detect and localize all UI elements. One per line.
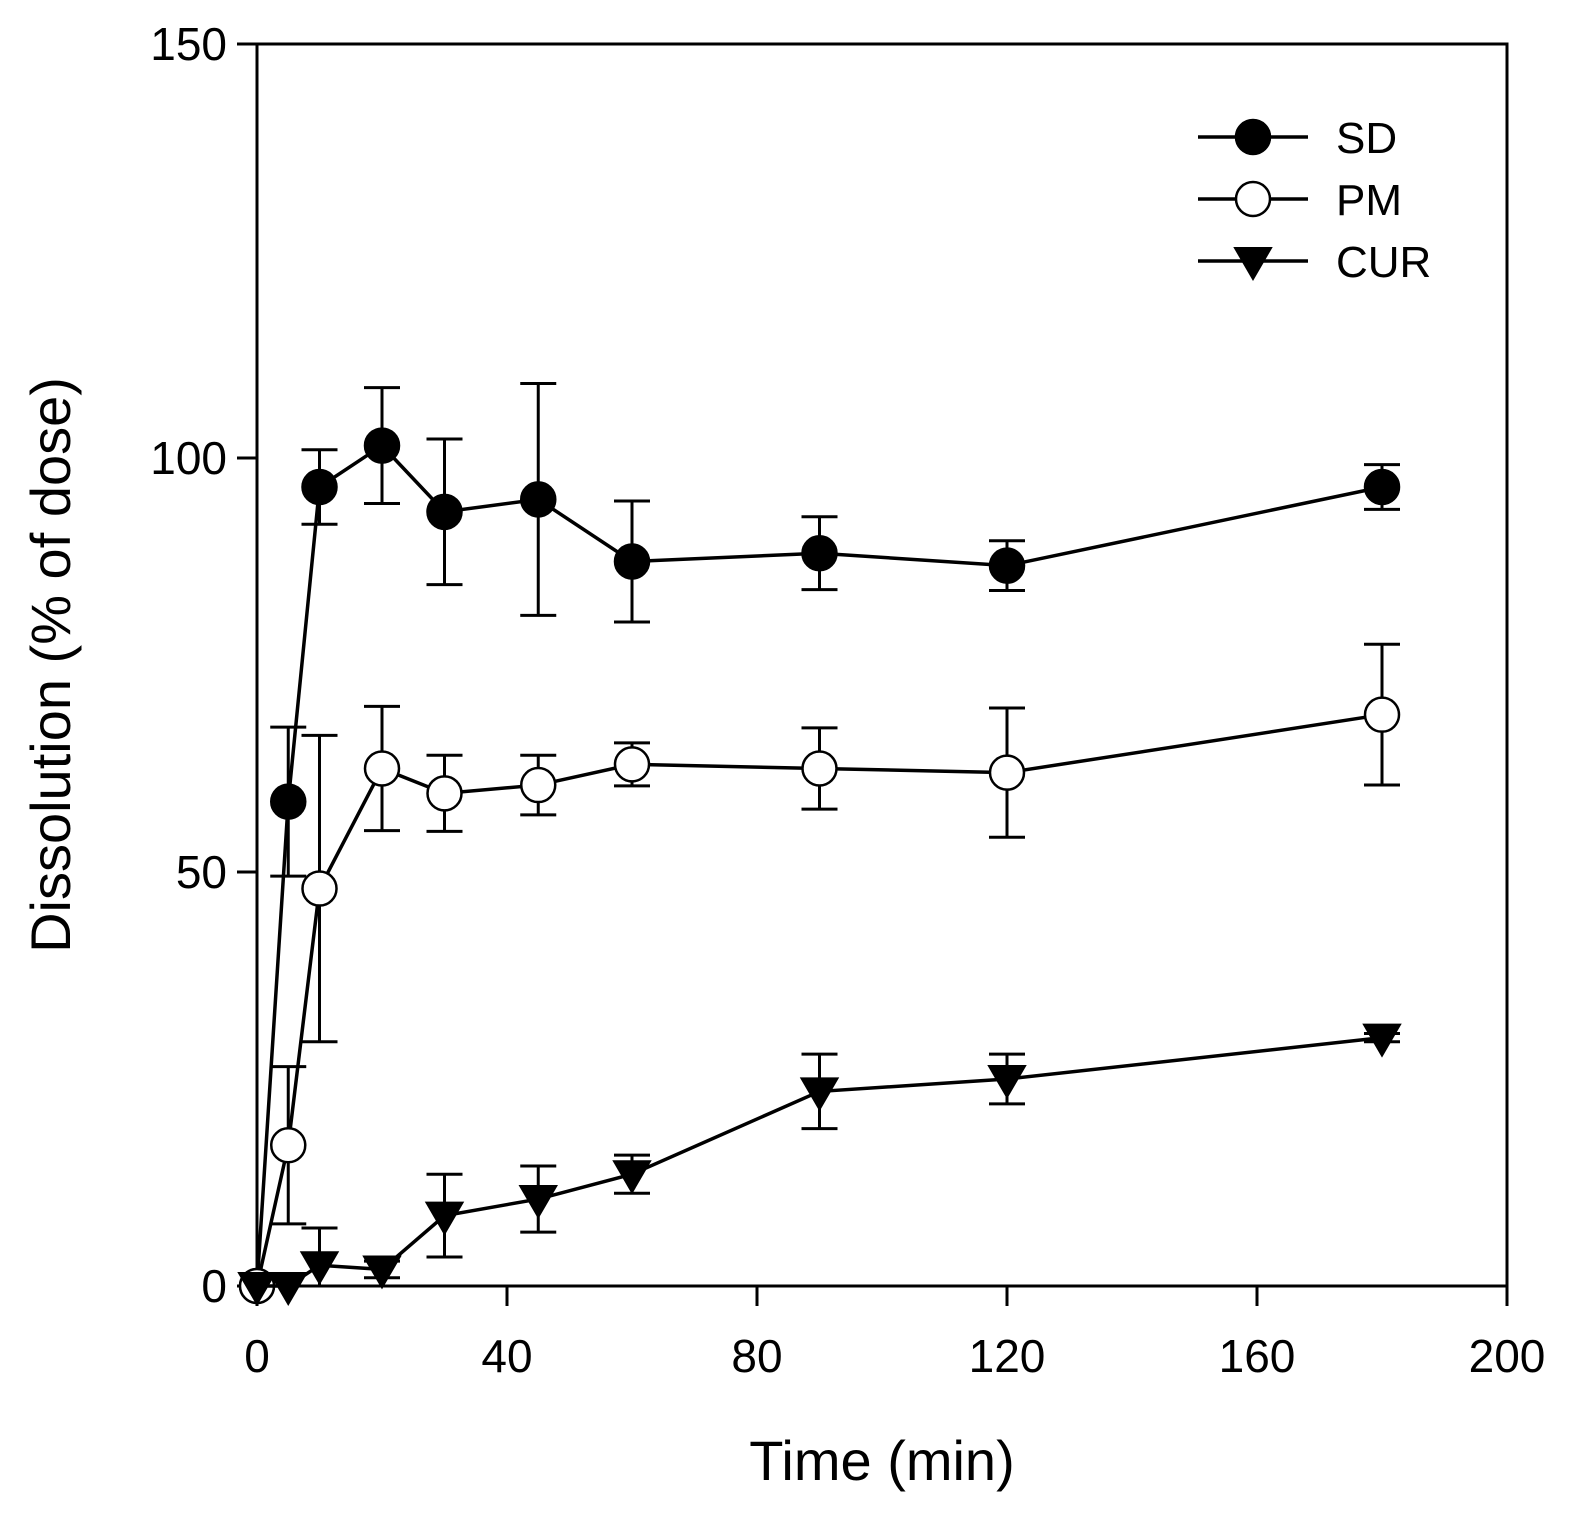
axes-layer: 0 40 80 120 160 200 0 50 100 150: [150, 18, 1545, 1382]
legend-marker-sd: [1234, 118, 1272, 156]
sd-point: [270, 783, 307, 820]
legend-item-sd: SD: [1198, 114, 1397, 163]
x-axis-title: Time (min): [749, 1429, 1014, 1492]
cur-point: [612, 1160, 652, 1195]
x-tick-label: 120: [969, 1330, 1046, 1382]
sd-point: [426, 493, 463, 531]
x-tick-label: 40: [481, 1330, 532, 1382]
cur-point: [268, 1272, 308, 1306]
legend-item-cur: CUR: [1198, 238, 1431, 287]
x-tick-label: 200: [1469, 1330, 1546, 1382]
pm-point: [520, 766, 557, 804]
plot-area-frame: [255, 42, 1509, 1288]
pm-point: [801, 750, 838, 787]
y-tick-label: 100: [150, 432, 227, 484]
sd-point: [363, 427, 401, 464]
pm-point: [363, 750, 401, 787]
pm-point: [613, 746, 651, 783]
sd-point: [1363, 468, 1401, 506]
pm-point: [1363, 696, 1401, 733]
sd-point: [988, 547, 1026, 584]
cur-point: [424, 1201, 465, 1236]
cur-point: [362, 1255, 402, 1290]
legend-marker-cur: [1233, 247, 1273, 281]
cur-point: [799, 1077, 840, 1112]
cur-point: [987, 1065, 1027, 1099]
series-sd: [238, 381, 1401, 1305]
pm-point: [301, 870, 338, 907]
sd-point: [801, 534, 838, 572]
legend-item-pm: PM: [1198, 176, 1402, 225]
x-tick-label: 0: [244, 1330, 270, 1382]
sd-point: [520, 481, 557, 518]
cur-point: [237, 1272, 277, 1306]
pm-line: [255, 712, 1383, 1287]
cur-point: [518, 1185, 558, 1220]
x-tick-label: 80: [731, 1330, 782, 1382]
y-axis-title: Dissolution (% of dose): [19, 377, 82, 953]
sd-line: [255, 443, 1383, 1287]
pm-point: [988, 754, 1026, 791]
y-tick-label: 50: [176, 846, 227, 898]
pm-point: [426, 775, 463, 812]
legend: SD PM CUR: [1198, 114, 1431, 287]
legend-marker-pm: [1234, 180, 1272, 218]
y-tick-label: 150: [150, 18, 227, 70]
x-tick-label: 160: [1219, 1330, 1296, 1382]
y-tick-label: 0: [201, 1260, 227, 1312]
sd-point: [301, 468, 338, 506]
legend-label-sd: SD: [1336, 114, 1397, 163]
legend-label-cur: CUR: [1336, 238, 1431, 287]
cur-point: [1362, 1023, 1402, 1058]
series-pm: [238, 642, 1401, 1305]
series-layer: [237, 381, 1402, 1306]
pm-point: [270, 1126, 307, 1164]
legend-label-pm: PM: [1336, 176, 1402, 225]
series-cur: [237, 1023, 1402, 1306]
cur-point: [299, 1251, 340, 1286]
sd-point: [613, 543, 651, 580]
